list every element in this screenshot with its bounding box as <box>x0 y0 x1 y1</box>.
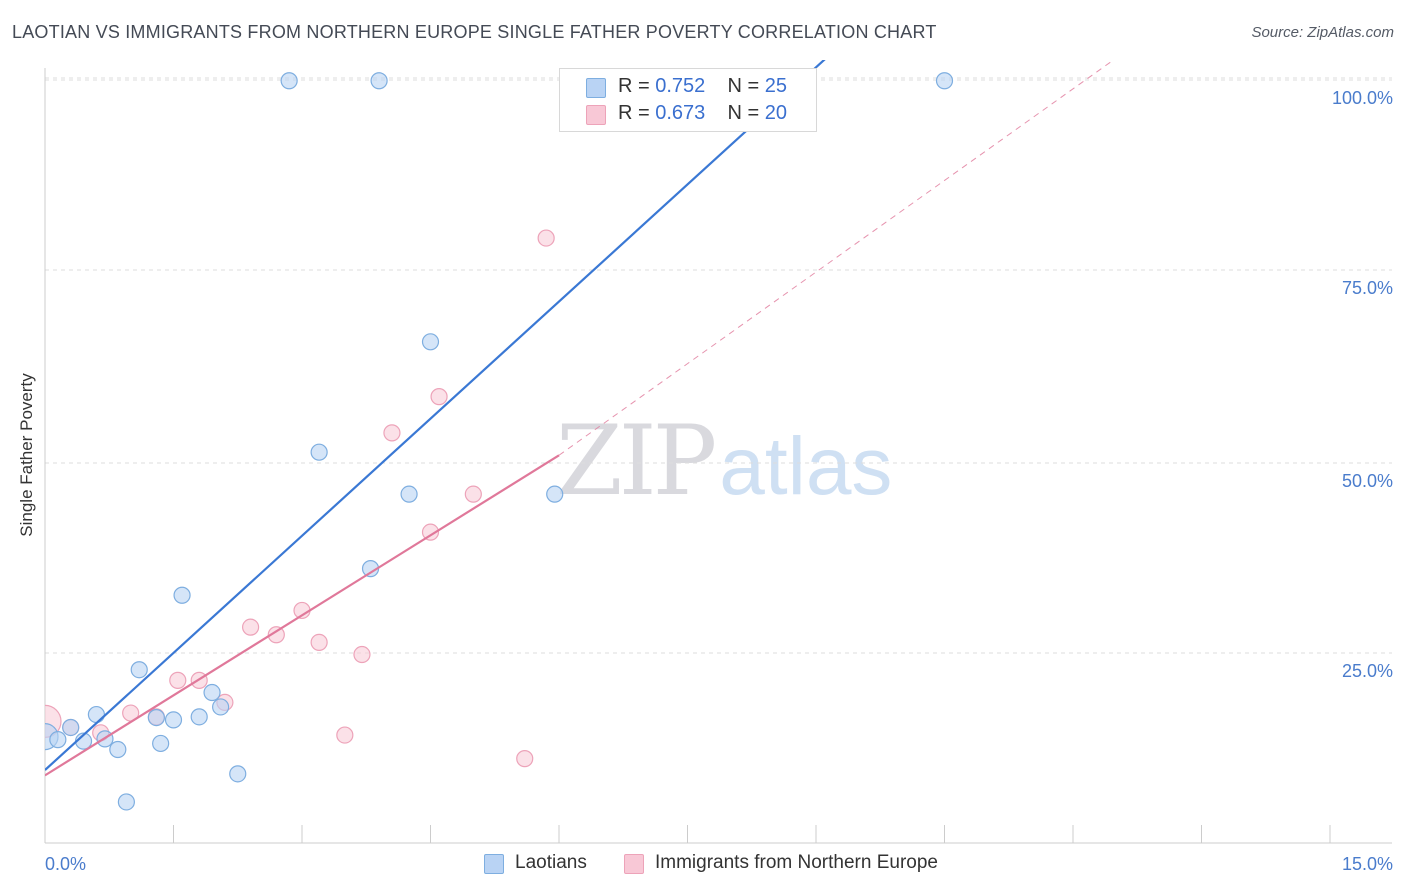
y-tick-label: 25.0% <box>1342 661 1393 681</box>
point-laotians <box>62 718 80 737</box>
point-laotians <box>280 72 298 90</box>
point-laotians <box>421 333 440 351</box>
y-tick-label: 50.0% <box>1342 471 1393 491</box>
point-northern-europe <box>242 618 260 636</box>
legend-n-label: N = <box>727 75 760 97</box>
point-laotians <box>229 765 247 783</box>
point-northern-europe <box>430 388 448 406</box>
point-laotians <box>109 740 127 759</box>
point-northern-europe <box>169 671 187 689</box>
source-credit: Source: ZipAtlas.com <box>1251 24 1394 41</box>
point-laotians <box>546 485 564 503</box>
bottom-legend-swatch-pink <box>624 854 644 874</box>
point-laotians <box>87 705 106 724</box>
bottom-legend-swatch-blue <box>484 854 504 874</box>
point-northern-europe <box>516 750 534 768</box>
legend-swatch-blue <box>586 78 606 98</box>
bottom-legend-label-laotians: Laotians <box>515 852 587 873</box>
point-northern-europe <box>464 485 482 503</box>
x-tick-label: 0.0% <box>45 854 86 874</box>
point-northern-europe <box>353 645 371 664</box>
legend-n-label: N = <box>727 102 760 124</box>
legend-swatch-pink <box>586 105 606 125</box>
bottom-legend-label-northern-europe: Immigrants from Northern Europe <box>655 852 938 873</box>
point-laotians <box>130 661 148 679</box>
legend-r-value-northern-europe: 0.673 <box>655 102 706 124</box>
chart-title: LAOTIAN VS IMMIGRANTS FROM NORTHERN EURO… <box>12 22 937 42</box>
point-northern-europe <box>383 424 401 442</box>
point-laotians <box>370 72 388 90</box>
point-laotians <box>49 731 67 749</box>
legend-r-value-laotians: 0.752 <box>655 75 706 97</box>
correlation-legend: R = 0.752 N = 25 R = 0.673 N = 20 <box>559 68 817 132</box>
x-tick-label: 15.0% <box>1342 854 1393 874</box>
trend-line-northern-europe <box>45 454 560 777</box>
point-laotians <box>203 683 221 702</box>
point-laotians <box>310 443 328 461</box>
point-laotians <box>152 734 170 753</box>
trend-extension-northern-europe <box>558 60 1115 456</box>
y-tick-label: 100.0% <box>1332 88 1393 108</box>
legend-n-value-laotians: 25 <box>764 75 788 97</box>
point-laotians <box>935 72 954 90</box>
y-tick-label: 75.0% <box>1342 278 1393 298</box>
point-laotians <box>117 793 135 811</box>
point-laotians <box>212 698 230 716</box>
legend-r-label: R = <box>618 75 650 97</box>
point-northern-europe <box>537 229 555 247</box>
point-laotians <box>164 711 183 729</box>
point-northern-europe <box>336 726 354 744</box>
trend-line-laotians <box>45 60 826 771</box>
y-axis-label: Single Father Poverty <box>17 373 36 537</box>
legend-r-label: R = <box>618 102 650 124</box>
point-northern-europe <box>310 633 328 651</box>
point-laotians <box>400 485 418 503</box>
point-laotians <box>147 708 165 727</box>
point-northern-europe <box>421 523 440 541</box>
point-northern-europe <box>267 626 285 644</box>
point-laotians <box>173 586 191 604</box>
legend-n-value-northern-europe: 20 <box>764 102 788 124</box>
point-laotians <box>190 708 208 726</box>
